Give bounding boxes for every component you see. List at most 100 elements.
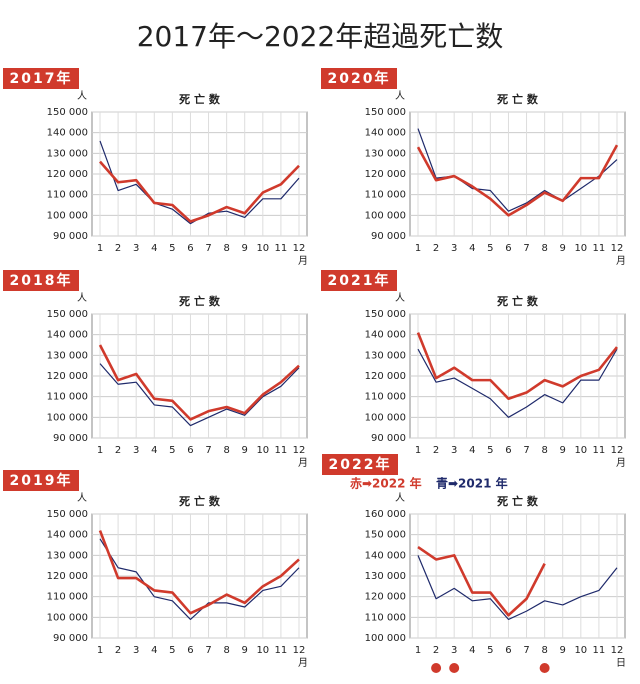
badge: 2022年 [329, 456, 392, 473]
page-title: 2017年～2022年超過死亡数 [137, 20, 504, 53]
x-tick-label: 5 [487, 645, 493, 656]
badge-bg [3, 470, 79, 491]
x-tick-label: 5 [487, 243, 493, 254]
series-line [99, 363, 300, 427]
y-tick-label: 130 000 [365, 148, 406, 159]
y-tick-label: 90 000 [371, 433, 406, 444]
x-tick-label: 8 [541, 645, 547, 656]
y-tick-label: 120 000 [47, 169, 88, 180]
chart-title: 死 亡 数 [497, 294, 539, 308]
x-tick-label: 11 [593, 445, 606, 456]
y-tick-label: 130 000 [365, 571, 406, 582]
y-tick-label: 150 000 [47, 509, 88, 520]
x-tick-label: 3 [133, 243, 139, 254]
y-tick-label: 110 000 [365, 392, 406, 403]
x-tick-label: 10 [574, 645, 587, 656]
x-tick-label: 9 [560, 243, 566, 254]
x-tick-label: 8 [223, 645, 229, 656]
y-tick-label: 150 000 [365, 309, 406, 320]
y-tick-label: 110 000 [47, 392, 88, 403]
x-tick-label: 5 [169, 645, 175, 656]
x-tick-label: 9 [242, 645, 248, 656]
badge: 2020年 [328, 70, 391, 87]
y-tick-label: 100 000 [47, 210, 88, 221]
x-tick-label: 9 [560, 645, 566, 656]
x-tick-label: 8 [223, 243, 229, 254]
legend-label: 赤➡2022 年 [350, 476, 422, 491]
x-tick-label: 4 [151, 645, 157, 656]
series-line [99, 538, 300, 620]
x-tick-label: 10 [256, 243, 269, 254]
x-tick-label: 11 [593, 645, 606, 656]
series-line [99, 160, 300, 223]
y-tick-label: 150 000 [47, 107, 88, 118]
y-tick-label: 110 000 [47, 592, 88, 603]
x-tick-label: 6 [505, 645, 511, 656]
y-tick-label: 110 000 [365, 612, 406, 623]
series-line [417, 348, 618, 418]
x-tick-label: 2 [433, 645, 439, 656]
x-unit: 月 [616, 457, 626, 469]
x-tick-label: 1 [97, 645, 103, 656]
x-tick-label: 7 [205, 243, 211, 254]
y-tick-label: 150 000 [365, 530, 406, 541]
y-tick-label: 100 000 [365, 412, 406, 423]
x-tick-label: 12 [293, 645, 306, 656]
x-tick-label: 9 [560, 445, 566, 456]
y-tick-label: 120 000 [365, 169, 406, 180]
x-tick-label: 6 [187, 645, 193, 656]
x-tick-label: 12 [611, 445, 624, 456]
chart-title: 死 亡 数 [179, 494, 221, 508]
x-tick-label: 11 [275, 445, 288, 456]
x-tick-label: 10 [574, 243, 587, 254]
y-tick-label: 140 000 [365, 550, 406, 561]
badge: 2019年 [10, 472, 73, 489]
x-tick-label: 4 [469, 243, 475, 254]
x-tick-label: 1 [415, 645, 421, 656]
x-tick-label: 10 [574, 445, 587, 456]
highlight-dot [449, 663, 460, 673]
x-tick-label: 2 [433, 445, 439, 456]
x-tick-label: 4 [469, 445, 475, 456]
y-tick-label: 160 000 [365, 509, 406, 520]
x-tick-label: 12 [293, 445, 306, 456]
y-tick-label: 130 000 [47, 148, 88, 159]
x-unit: 月 [616, 255, 626, 267]
x-tick-label: 3 [451, 243, 457, 254]
y-tick-label: 130 000 [365, 350, 406, 361]
x-tick-label: 7 [523, 445, 529, 456]
x-tick-label: 7 [205, 445, 211, 456]
y-tick-label: 90 000 [53, 633, 88, 644]
badge: 2018年 [10, 272, 73, 289]
x-tick-label: 1 [415, 243, 421, 254]
x-tick-label: 7 [205, 645, 211, 656]
badge-bg [321, 270, 397, 291]
y-tick-label: 100 000 [365, 210, 406, 221]
series-line [417, 555, 618, 620]
y-tick-label: 110 000 [47, 190, 88, 201]
x-tick-label: 5 [169, 445, 175, 456]
y-tick-label: 140 000 [365, 128, 406, 139]
x-tick-label: 6 [187, 445, 193, 456]
x-tick-label: 11 [275, 243, 288, 254]
x-tick-label: 12 [611, 645, 624, 656]
badge-bg [321, 68, 397, 89]
x-unit: 月 [298, 255, 308, 267]
x-tick-label: 1 [415, 445, 421, 456]
y-tick-label: 140 000 [365, 330, 406, 341]
y-tick-label: 100 000 [47, 412, 88, 423]
x-tick-label: 11 [275, 645, 288, 656]
y-tick-label: 110 000 [365, 190, 406, 201]
chart-title: 死 亡 数 [179, 294, 221, 308]
y-tick-label: 140 000 [47, 128, 88, 139]
x-tick-label: 3 [451, 645, 457, 656]
y-tick-label: 90 000 [53, 231, 88, 242]
series-line [416, 144, 619, 217]
x-tick-label: 8 [541, 243, 547, 254]
x-tick-label: 10 [256, 645, 269, 656]
y-tick-label: 120 000 [47, 571, 88, 582]
x-tick-label: 8 [223, 445, 229, 456]
x-tick-label: 6 [505, 445, 511, 456]
x-tick-label: 8 [541, 445, 547, 456]
